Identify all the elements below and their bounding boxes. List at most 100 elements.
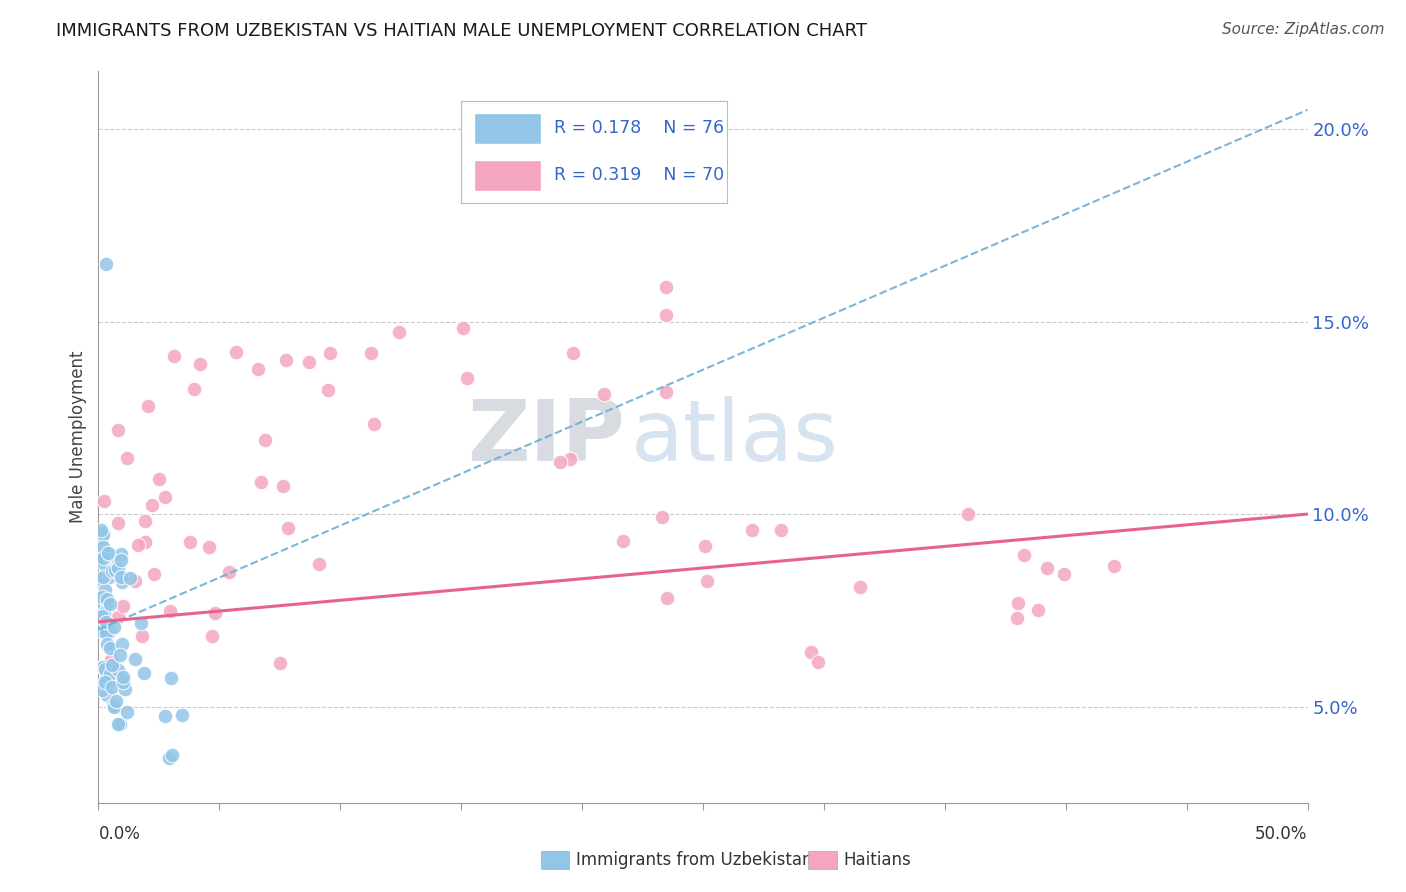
Point (90, 682, 112, 697)
Point (274, 353, 297, 368)
Point (96, 618, 118, 632)
Point (124, 651, 146, 665)
Point (97, 626, 120, 640)
Point (104, 563, 127, 577)
Point (90, 624, 112, 638)
Point (957, 507, 980, 521)
Point (94, 583, 117, 598)
Text: 50.0%: 50.0% (1256, 825, 1308, 843)
Point (94, 674, 117, 689)
Point (91, 599, 114, 613)
Point (316, 383, 339, 397)
Point (115, 450, 138, 465)
Point (277, 521, 299, 535)
Point (97, 674, 120, 689)
Point (225, 344, 247, 359)
Point (107, 561, 129, 575)
Point (363, 417, 385, 431)
Point (111, 670, 134, 684)
Point (249, 475, 271, 489)
Point (136, 400, 159, 414)
Point (96, 615, 118, 629)
Point (93, 547, 115, 561)
Point (204, 606, 226, 620)
Point (96, 595, 118, 609)
Point (110, 553, 132, 567)
Point (141, 498, 163, 512)
Point (91, 531, 114, 545)
Point (101, 680, 124, 694)
Point (143, 566, 166, 581)
Point (91, 526, 114, 541)
Point (800, 645, 823, 659)
Point (100, 653, 122, 667)
Point (111, 574, 134, 589)
Point (112, 675, 135, 690)
Point (98, 640, 121, 655)
Point (308, 558, 330, 572)
Point (190, 357, 212, 371)
Point (90, 523, 112, 537)
Point (1012, 549, 1035, 563)
Point (612, 534, 634, 549)
Point (94, 257, 117, 271)
Point (655, 591, 678, 605)
Point (246, 361, 269, 376)
Point (131, 629, 153, 643)
Point (97, 546, 120, 560)
Point (103, 620, 125, 634)
Point (110, 648, 132, 663)
Point (110, 547, 132, 561)
Point (695, 540, 717, 554)
Point (96, 592, 118, 607)
Text: Haitians: Haitians (844, 851, 911, 869)
Point (271, 479, 294, 493)
Text: Source: ZipAtlas.com: Source: ZipAtlas.com (1222, 22, 1385, 37)
Point (120, 571, 142, 585)
Point (101, 698, 124, 712)
Y-axis label: Male Unemployment: Male Unemployment (69, 351, 87, 524)
Point (93, 606, 115, 620)
Point (183, 382, 205, 396)
Point (1053, 567, 1076, 582)
Point (94, 662, 117, 676)
Point (198, 540, 221, 554)
Point (98, 547, 121, 561)
Point (91, 570, 114, 584)
Point (654, 384, 676, 399)
Point (592, 387, 614, 401)
Point (103, 673, 125, 688)
Point (201, 629, 224, 643)
Point (651, 510, 673, 524)
Point (93, 551, 115, 566)
Point (134, 514, 156, 528)
Point (807, 655, 830, 669)
Point (91, 609, 114, 624)
Point (91, 660, 114, 674)
Point (98, 623, 121, 637)
Point (134, 535, 156, 549)
Point (98, 554, 121, 568)
Point (160, 671, 183, 685)
Point (1036, 561, 1059, 575)
Point (132, 665, 155, 680)
Point (96, 688, 118, 702)
Point (179, 535, 201, 549)
Point (103, 699, 125, 714)
Point (93, 676, 115, 690)
Point (94, 549, 117, 563)
Point (100, 564, 122, 578)
Point (157, 751, 180, 765)
Point (360, 345, 382, 359)
Point (127, 538, 149, 552)
Point (107, 663, 129, 677)
Point (655, 308, 678, 322)
Point (159, 604, 181, 618)
Point (163, 349, 186, 363)
Text: ZIP: ZIP (467, 395, 624, 479)
Point (769, 523, 792, 537)
Text: Immigrants from Uzbekistan: Immigrants from Uzbekistan (576, 851, 813, 869)
Point (160, 748, 183, 763)
Point (97, 667, 120, 681)
Point (90, 549, 112, 564)
